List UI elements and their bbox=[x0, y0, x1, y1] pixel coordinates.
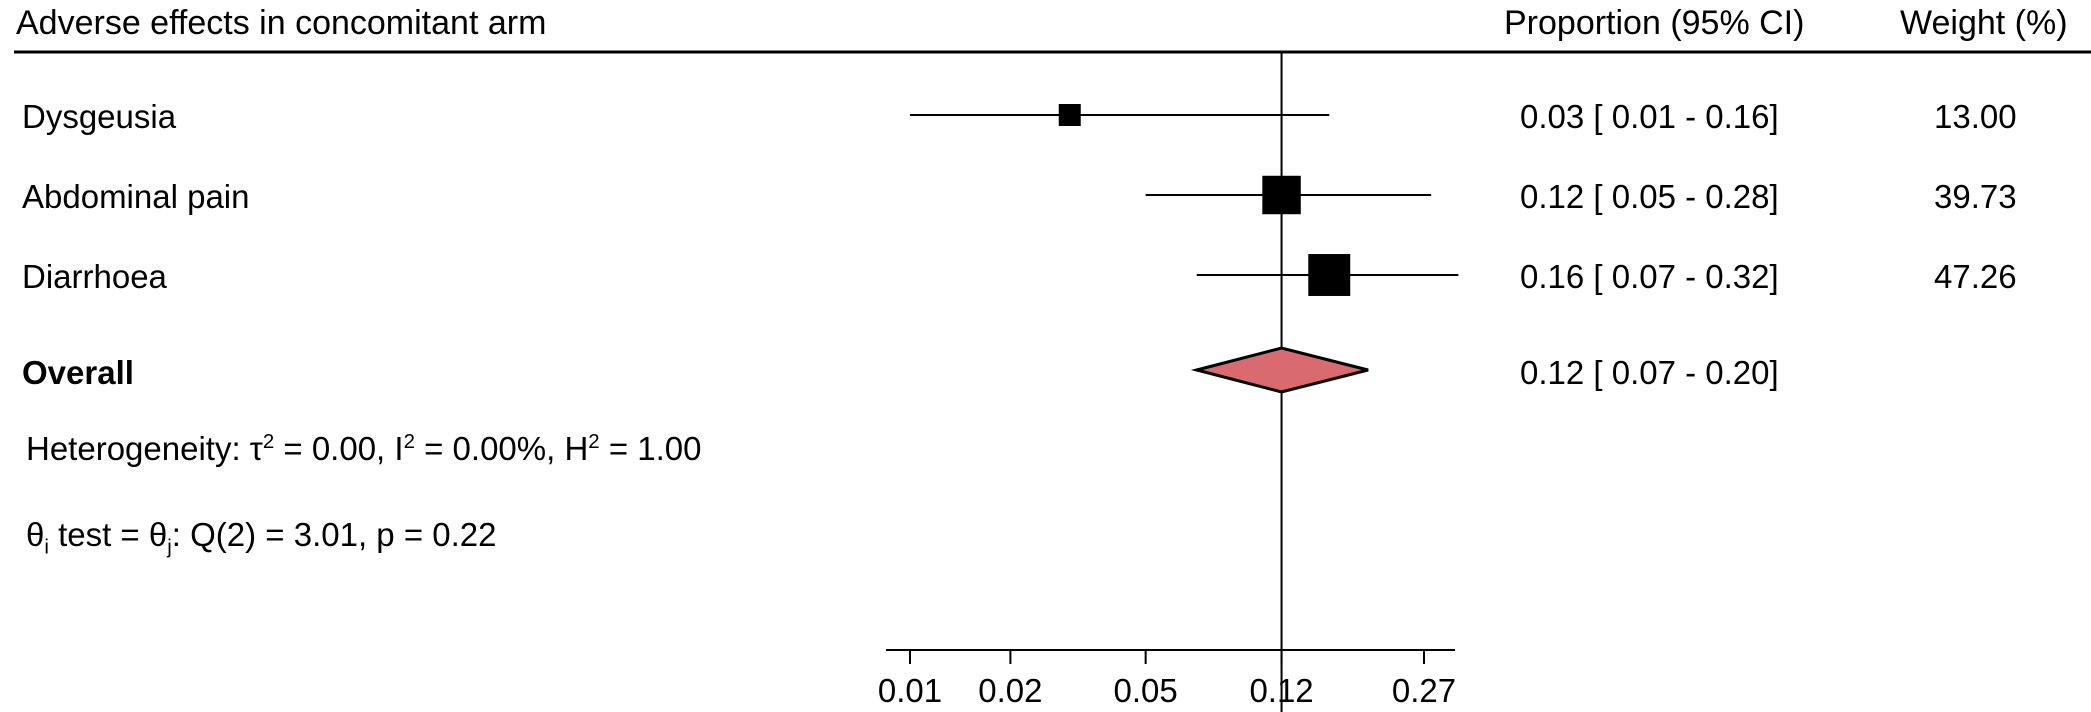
overall-diamond bbox=[1190, 346, 1369, 394]
ci-text-abdominal-pain: 0.12 [ 0.05 - 0.28] bbox=[1520, 178, 1779, 215]
x-tick-label: 0.12 bbox=[1249, 672, 1313, 709]
study-label-dysgeusia: Dysgeusia bbox=[22, 98, 177, 135]
plot-title: Adverse effects in concomitant arm bbox=[16, 4, 547, 42]
ci-text-diarrhoea: 0.16 [ 0.07 - 0.32] bbox=[1520, 258, 1779, 295]
x-tick-label: 0.02 bbox=[978, 672, 1042, 709]
heterogeneity-stats: Heterogeneity: τ2 = 0.00, I2 = 0.00%, H2… bbox=[26, 430, 702, 467]
overall-label: Overall bbox=[22, 354, 134, 391]
weight-dysgeusia: 13.00 bbox=[1934, 98, 2017, 135]
x-tick-label: 0.01 bbox=[878, 672, 942, 709]
ci-column-header: Proportion (95% CI) bbox=[1504, 4, 1805, 42]
study-label-diarrhoea: Diarrhoea bbox=[22, 258, 167, 295]
weight-abdominal-pain: 39.73 bbox=[1934, 178, 2017, 215]
ci-text-dysgeusia: 0.03 [ 0.01 - 0.16] bbox=[1520, 98, 1779, 135]
study-marker bbox=[1308, 254, 1351, 296]
study-marker bbox=[1262, 175, 1301, 215]
ci-text-overall: 0.12 [ 0.07 - 0.20] bbox=[1520, 354, 1779, 391]
study-marker bbox=[1058, 104, 1081, 126]
x-tick-label: 0.05 bbox=[1114, 672, 1178, 709]
weight-column-header: Weight (%) bbox=[1900, 4, 2068, 42]
x-tick-label: 0.27 bbox=[1392, 672, 1456, 709]
weight-diarrhoea: 47.26 bbox=[1934, 258, 2017, 295]
homogeneity-test: θi test = θj: Q(2) = 3.01, p = 0.22 bbox=[26, 516, 497, 559]
study-label-abdominal-pain: Abdominal pain bbox=[22, 178, 250, 215]
